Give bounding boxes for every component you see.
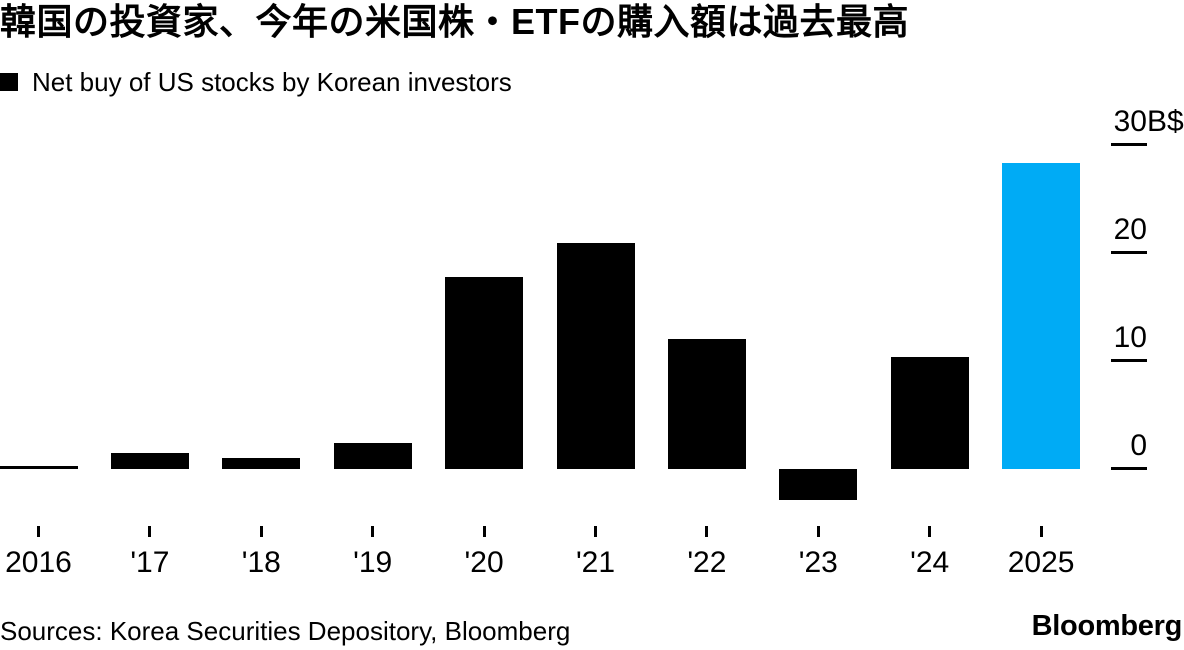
bar-21 <box>556 243 635 469</box>
y-axis-label: 10 <box>1113 321 1147 354</box>
x-tick <box>1039 526 1043 537</box>
x-tick <box>705 526 709 537</box>
bar-2016 <box>0 466 78 469</box>
x-axis-label: '21 <box>575 546 616 579</box>
y-axis-label: 20 <box>1113 213 1147 246</box>
x-axis-label: '18 <box>241 546 281 579</box>
x-tick <box>371 526 375 537</box>
y-axis-label: 30B$ <box>1113 105 1184 138</box>
x-axis-label: '22 <box>687 546 727 579</box>
y-tick <box>1111 251 1147 254</box>
x-axis-label: '23 <box>798 546 838 579</box>
y-axis-label: 0 <box>1130 429 1147 462</box>
bar-2025 <box>1002 163 1081 469</box>
bar-19 <box>333 443 412 469</box>
legend-swatch-icon <box>0 73 18 91</box>
bloomberg-logo: Bloomberg <box>1031 610 1183 642</box>
x-axis-label: '20 <box>464 546 504 579</box>
x-axis-label: '17 <box>130 546 170 579</box>
page-title: 韓国の投資家、今年の米国株・ETFの購入額は過去最高 <box>0 1 909 42</box>
x-tick <box>148 526 152 537</box>
x-tick <box>259 526 263 537</box>
bar-22 <box>667 339 746 469</box>
x-axis-label: '24 <box>910 546 950 579</box>
sources-note: Sources: Korea Securities Depository, Bl… <box>0 616 571 646</box>
legend: Net buy of US stocks by Korean investors <box>0 69 512 95</box>
y-tick <box>1111 467 1147 470</box>
bar-17 <box>110 452 189 469</box>
legend-label: Net buy of US stocks by Korean investors <box>32 67 512 97</box>
x-axis-label: '19 <box>353 546 393 579</box>
x-axis-label: 2016 <box>5 546 72 579</box>
y-tick <box>1111 143 1147 146</box>
bar-18 <box>222 458 301 469</box>
x-axis-label: 2025 <box>1007 546 1075 579</box>
x-tick <box>37 526 40 537</box>
x-tick <box>928 526 932 537</box>
bar-24 <box>890 356 969 469</box>
bar-23 <box>779 469 858 501</box>
y-tick <box>1111 359 1147 362</box>
bar-20 <box>445 276 524 469</box>
x-tick <box>482 526 486 537</box>
x-tick <box>816 526 820 537</box>
x-tick <box>594 526 597 537</box>
